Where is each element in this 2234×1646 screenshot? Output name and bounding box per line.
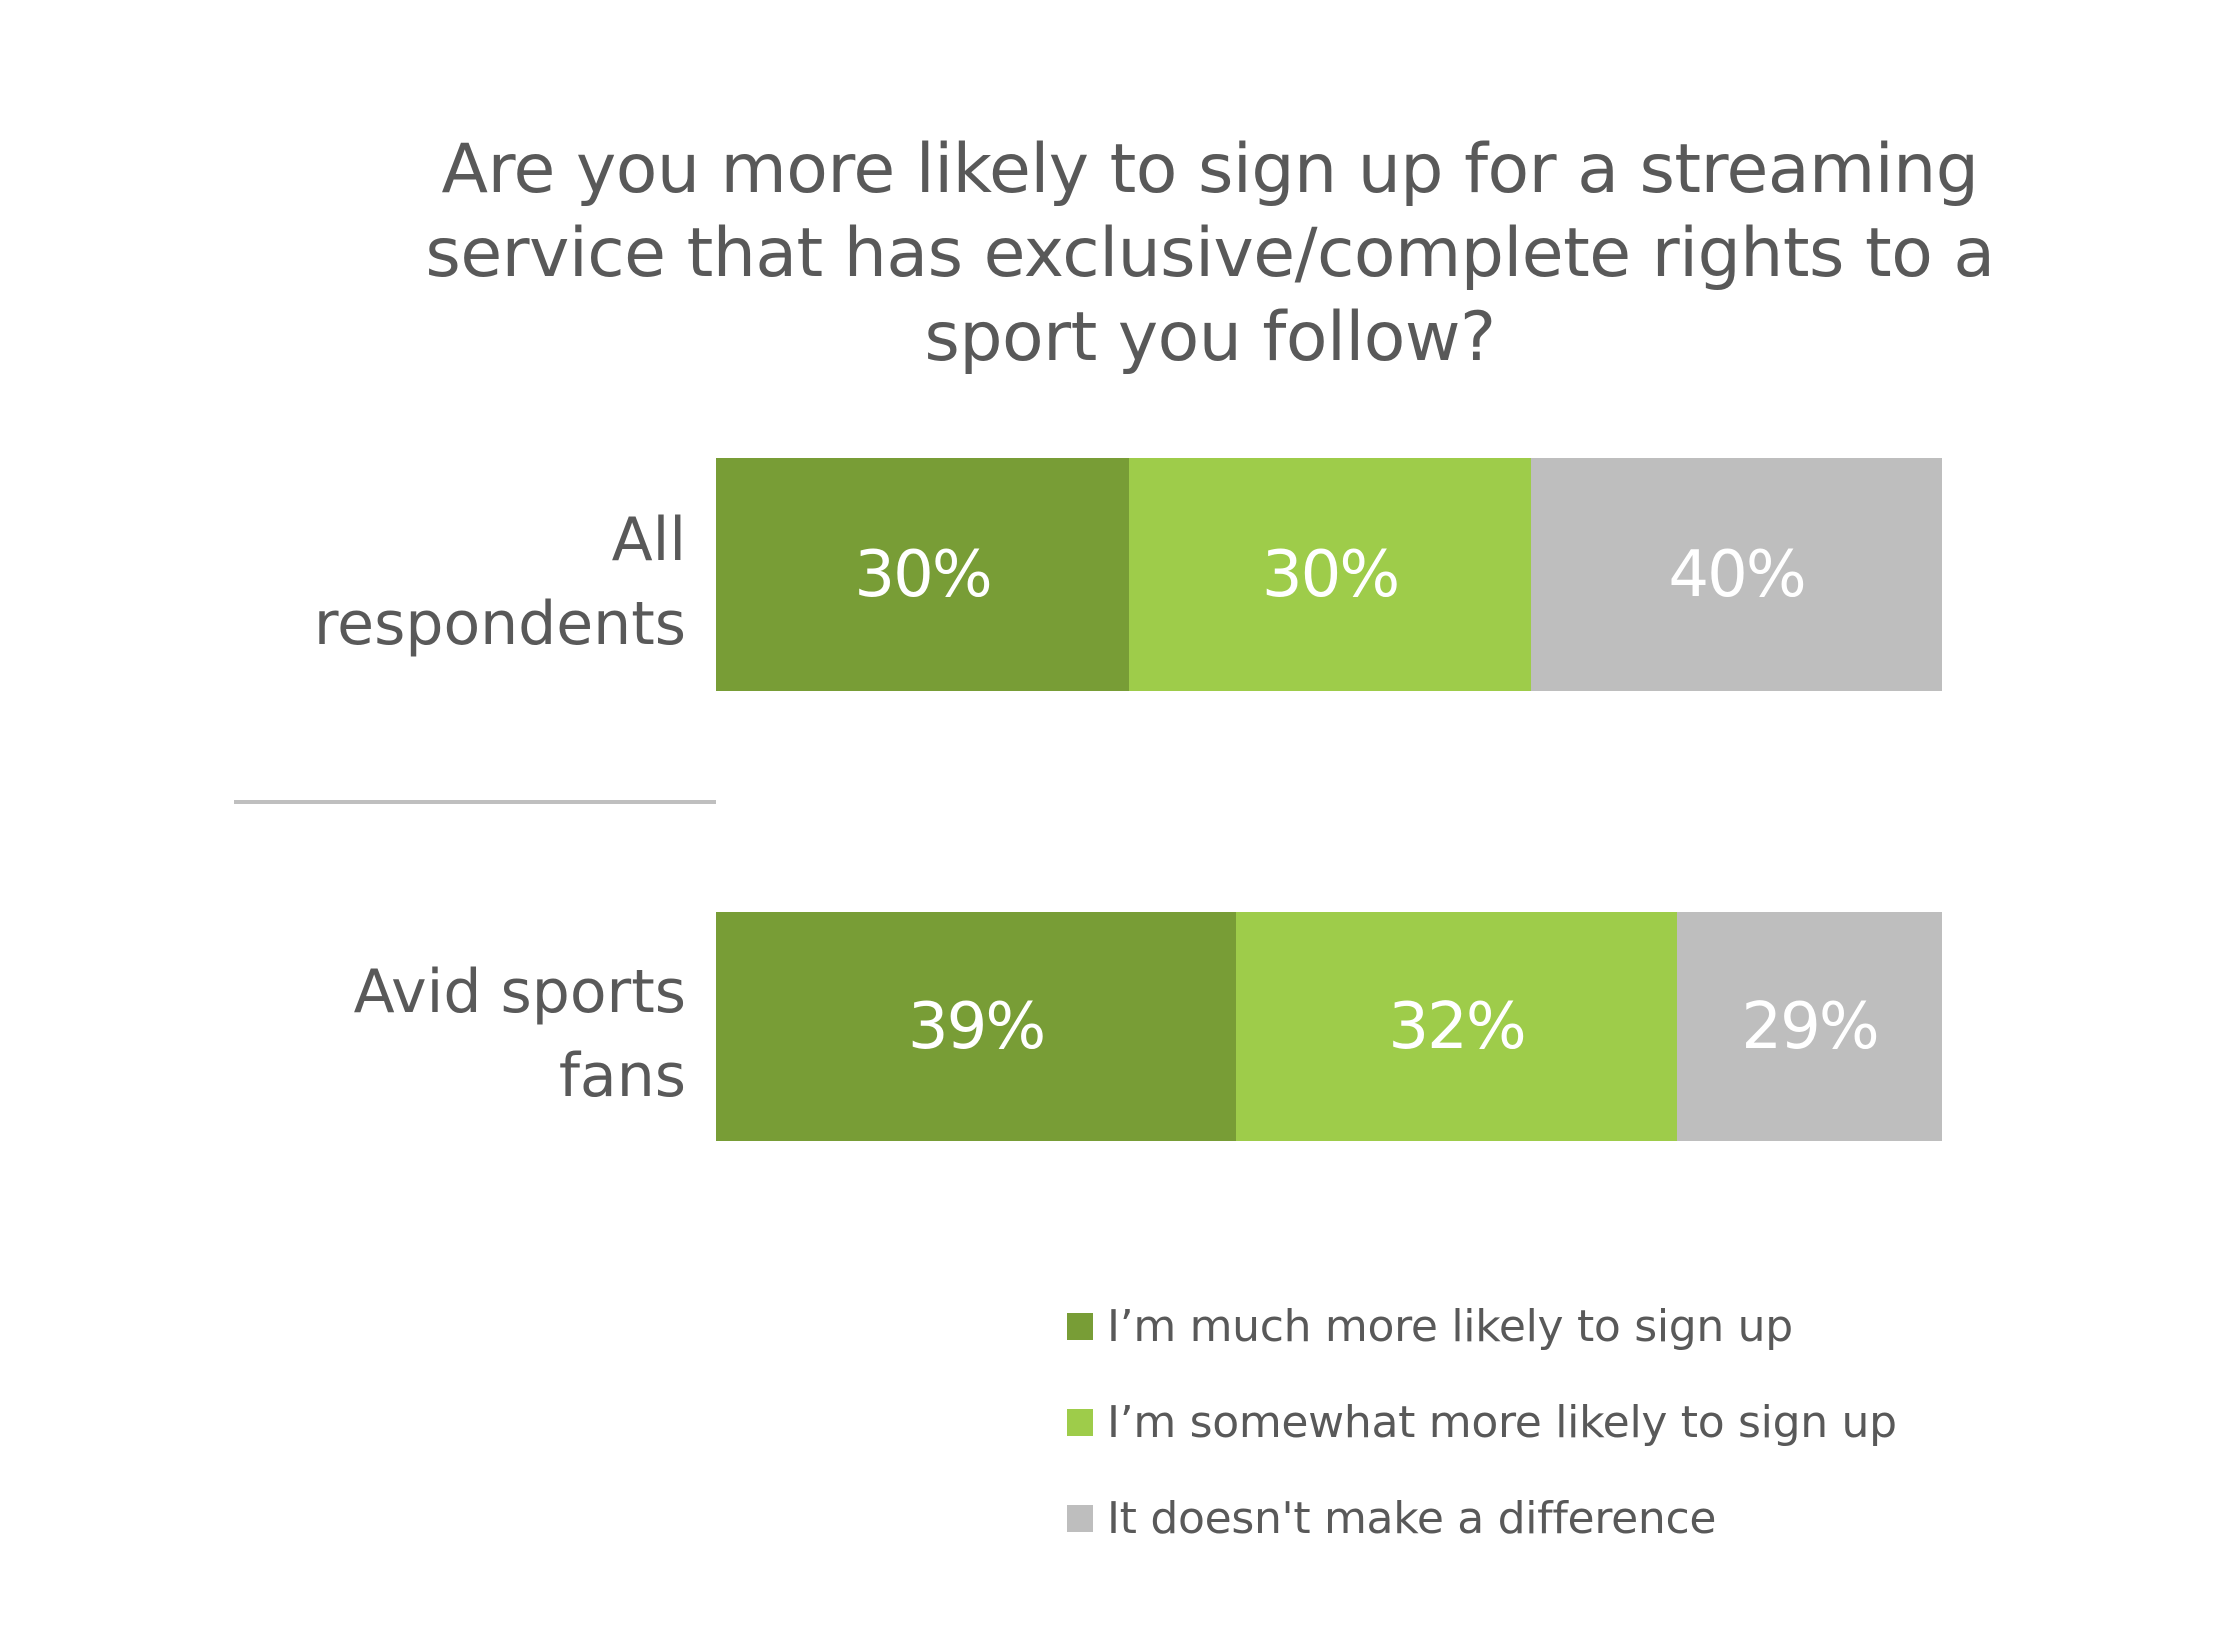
category-label-line: Avid sports (353, 957, 686, 1027)
legend-item-much-more-likely: I’m much more likely to sign up (1067, 1278, 1897, 1374)
category-label-avid-sports-fans: Avid sports fans (206, 950, 686, 1118)
legend-label: I’m much more likely to sign up (1107, 1300, 1793, 1352)
data-label: 30% (1261, 537, 1400, 612)
category-label-line: All (611, 505, 686, 575)
category-label-all-respondents: All respondents (206, 498, 686, 666)
category-label-line: fans (558, 1041, 686, 1111)
chart-title-line-2: service that has exclusive/complete righ… (425, 214, 1995, 293)
bar-segment-somewhat-more-likely: 32% (1236, 912, 1677, 1141)
legend-item-no-difference: It doesn't make a difference (1067, 1470, 1897, 1566)
legend-label: It doesn't make a difference (1107, 1492, 1717, 1544)
category-separator-line (234, 800, 716, 804)
bar-segment-much-more-likely: 30% (716, 458, 1129, 691)
legend-swatch-icon (1067, 1312, 1093, 1340)
bar-segment-no-difference: 40% (1531, 458, 1942, 691)
chart-legend: I’m much more likely to sign up I’m some… (1067, 1278, 1897, 1566)
category-label-line: respondents (313, 589, 686, 659)
chart-title-line-3: sport you follow? (924, 298, 1496, 377)
bar-segment-no-difference: 29% (1677, 912, 1942, 1141)
data-label: 30% (854, 537, 992, 612)
chart-title: Are you more likely to sign up for a str… (300, 128, 2120, 380)
data-label: 32% (1388, 989, 1526, 1064)
legend-swatch-icon (1067, 1504, 1093, 1532)
stacked-bar-all-respondents: 30% 30% 40% (716, 458, 1942, 691)
legend-item-somewhat-more-likely: I’m somewhat more likely to sign up (1067, 1374, 1897, 1470)
stacked-bar-avid-sports-fans: 39% 32% 29% (716, 912, 1942, 1141)
data-label: 40% (1668, 537, 1806, 612)
legend-label: I’m somewhat more likely to sign up (1107, 1396, 1897, 1448)
legend-swatch-icon (1067, 1408, 1093, 1436)
data-label: 39% (907, 989, 1046, 1064)
bar-segment-somewhat-more-likely: 30% (1129, 458, 1531, 691)
bar-segment-much-more-likely: 39% (716, 912, 1236, 1141)
chart-title-line-1: Are you more likely to sign up for a str… (441, 130, 1979, 209)
data-label: 29% (1741, 989, 1879, 1064)
